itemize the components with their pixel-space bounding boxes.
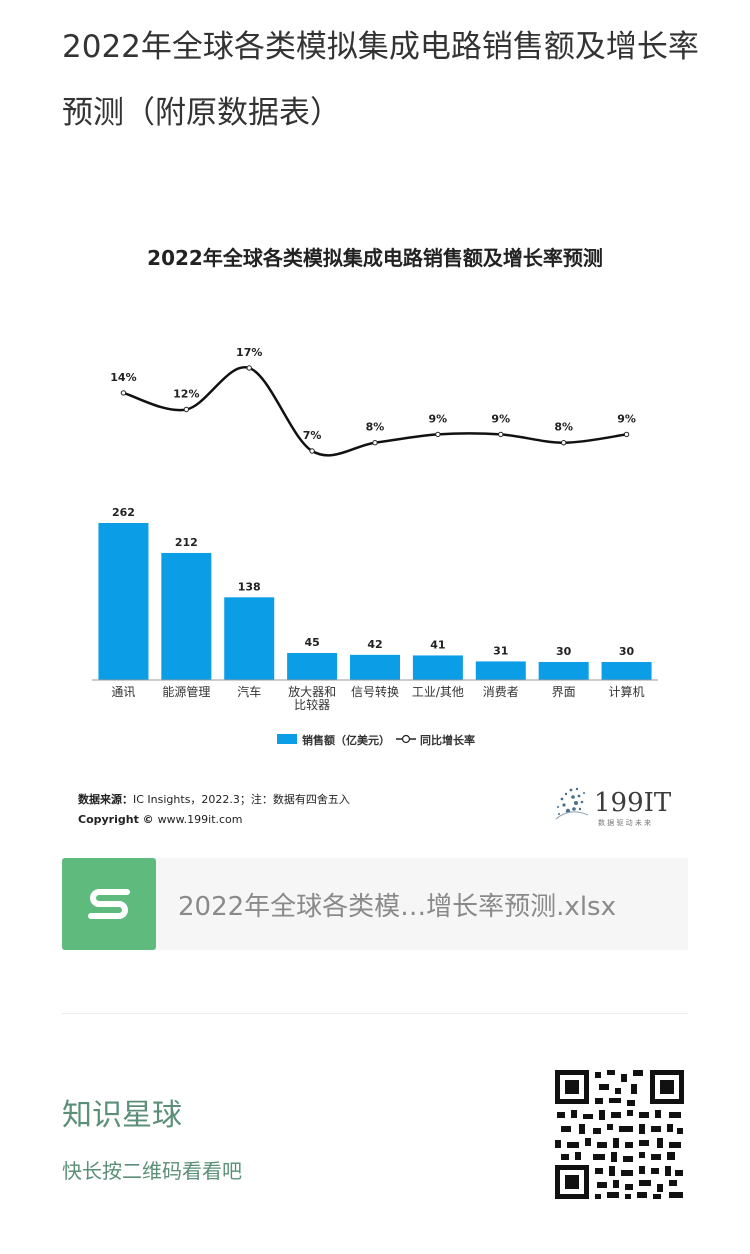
line-value-label: 8% (366, 421, 385, 434)
legend-line-label: 同比增长率 (420, 733, 475, 747)
bar (98, 523, 149, 680)
growth-rate-line (123, 366, 627, 457)
bar (350, 654, 400, 680)
copyright-label: Copyright © (78, 813, 154, 826)
line-point (435, 431, 441, 438)
attachment-card[interactable]: 2022年全球各类模…增长率预测.xlsx (62, 858, 688, 950)
bar-value-label: 212 (175, 536, 198, 549)
x-tick-label: 工业/其他 (412, 685, 464, 699)
logo-dots-icon (557, 787, 585, 815)
bar-value-label: 138 (238, 580, 261, 593)
x-tick-label: 计算机 (609, 684, 645, 699)
bar (224, 597, 275, 680)
line-value-label: 14% (110, 371, 136, 384)
bar-value-label: 30 (556, 645, 572, 658)
bar-value-label: 31 (493, 644, 508, 657)
bar (161, 552, 212, 680)
line-value-label: 7% (303, 429, 322, 442)
source-line: 数据来源：IC Insights，2022.3；注：数据有四舍五入 (78, 792, 350, 806)
bar (287, 653, 338, 680)
bar (475, 661, 526, 680)
x-tick-label: 能源管理 (162, 684, 210, 699)
bar-value-label: 41 (430, 638, 445, 651)
line-point (309, 448, 315, 454)
line-point (560, 440, 567, 446)
x-tick-label: 通讯 (111, 685, 135, 699)
legend-bar-swatch (277, 734, 297, 744)
line-point (498, 431, 504, 438)
copyright-line: Copyright © www.199it.com (78, 813, 243, 826)
line-value-label: 17% (236, 346, 262, 359)
knowledge-planet-subtitle: 快长按二维码看看吧 (62, 1159, 242, 1183)
copyright-site: www.199it.com (158, 813, 243, 826)
x-tick-label: 汽车 (237, 684, 261, 699)
line-point (372, 440, 378, 446)
attachment-filename: 2022年全球各类模…增长率预测.xlsx (178, 891, 616, 922)
line-value-label: 12% (173, 388, 199, 401)
legend-bar-label: 销售额（亿美元） (302, 733, 390, 747)
line-point (120, 390, 127, 396)
page-title: 2022年全球各类模拟集成电路销售额及增长率预测（附原数据表） (62, 29, 699, 131)
line-value-label: 9% (491, 412, 510, 425)
x-tick-label: 消费者 (483, 685, 519, 699)
divider (62, 1013, 688, 1014)
bar-value-label: 45 (304, 636, 319, 649)
line-point (246, 365, 252, 371)
x-tick-label: 放大器和比较器 (288, 684, 336, 712)
line-value-label: 9% (617, 412, 636, 425)
line-point (623, 431, 630, 438)
bar-value-label: 30 (619, 645, 635, 658)
bar (601, 662, 652, 680)
source-text: IC Insights，2022.3；注：数据有四舍五入 (133, 792, 350, 806)
line-value-label: 9% (429, 412, 448, 425)
legend-line-marker (401, 734, 411, 744)
spreadsheet-s-icon (62, 858, 156, 950)
bar-value-label: 42 (367, 638, 382, 651)
source-label: 数据来源： (78, 792, 133, 806)
qr-code-icon[interactable] (553, 1068, 686, 1201)
brand-logo: 199IT 数 据 驱 动 未 来 (555, 787, 672, 827)
bar (412, 655, 463, 680)
logo-swoosh-icon (555, 811, 589, 820)
x-tick-label: 信号转换 (351, 684, 399, 699)
x-tick-label: 界面 (552, 685, 576, 699)
knowledge-planet-title: 知识星球 (62, 1098, 182, 1133)
legend: 销售额（亿美元） 同比增长率 (277, 733, 475, 747)
line-point (183, 406, 190, 413)
logo-tagline: 数 据 驱 动 未 来 (598, 818, 651, 827)
logo-text: 199IT (594, 788, 672, 818)
chart-title: 2022年全球各类模拟集成电路销售额及增长率预测 (147, 246, 603, 270)
bar (538, 662, 589, 680)
bar-value-label: 262 (112, 506, 135, 519)
chart-card: 2022年全球各类模拟集成电路销售额及增长率预测 14% 12% 17% 7% 8% 9%… (62, 215, 688, 845)
line-value-label: 8% (554, 421, 573, 434)
chart: 2022年全球各类模拟集成电路销售额及增长率预测 14% 12% 17% 7% 8% 9%… (78, 246, 672, 827)
